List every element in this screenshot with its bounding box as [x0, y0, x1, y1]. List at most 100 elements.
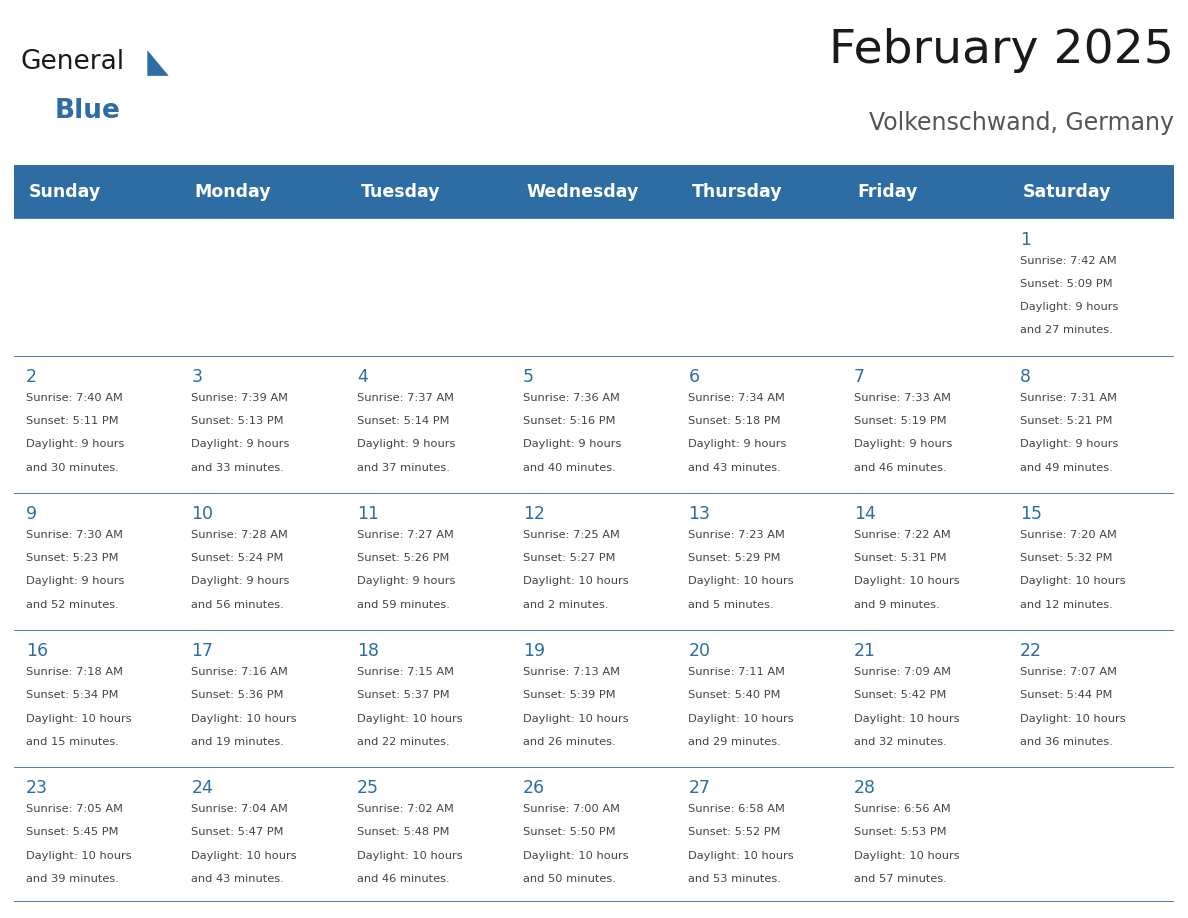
Text: Sunrise: 6:56 AM: Sunrise: 6:56 AM [854, 804, 950, 814]
Text: Sunset: 5:11 PM: Sunset: 5:11 PM [26, 416, 119, 426]
Text: Daylight: 10 hours: Daylight: 10 hours [358, 713, 463, 723]
Text: Daylight: 10 hours: Daylight: 10 hours [688, 851, 794, 861]
Text: Sunset: 5:13 PM: Sunset: 5:13 PM [191, 416, 284, 426]
Text: Daylight: 10 hours: Daylight: 10 hours [358, 851, 463, 861]
Text: 27: 27 [688, 779, 710, 798]
Text: and 19 minutes.: and 19 minutes. [191, 737, 284, 747]
Text: and 56 minutes.: and 56 minutes. [191, 599, 284, 610]
Text: 7: 7 [854, 368, 865, 386]
Text: Thursday: Thursday [691, 183, 783, 201]
Text: 6: 6 [688, 368, 700, 386]
Text: 14: 14 [854, 505, 876, 523]
Text: Sunrise: 7:40 AM: Sunrise: 7:40 AM [26, 393, 122, 403]
Polygon shape [147, 50, 169, 76]
Text: Sunset: 5:47 PM: Sunset: 5:47 PM [191, 827, 284, 837]
Text: Sunset: 5:23 PM: Sunset: 5:23 PM [26, 554, 119, 563]
Text: Sunset: 5:50 PM: Sunset: 5:50 PM [523, 827, 615, 837]
Text: Sunrise: 7:07 AM: Sunrise: 7:07 AM [1019, 667, 1117, 677]
Text: Daylight: 9 hours: Daylight: 9 hours [523, 440, 621, 449]
Text: and 49 minutes.: and 49 minutes. [1019, 463, 1112, 473]
Text: 15: 15 [1019, 505, 1042, 523]
Text: 24: 24 [191, 779, 214, 798]
Text: Sunrise: 6:58 AM: Sunrise: 6:58 AM [688, 804, 785, 814]
Text: Sunset: 5:27 PM: Sunset: 5:27 PM [523, 554, 615, 563]
Text: Friday: Friday [858, 183, 918, 201]
Text: 18: 18 [358, 643, 379, 660]
Text: Sunrise: 7:34 AM: Sunrise: 7:34 AM [688, 393, 785, 403]
Text: and 40 minutes.: and 40 minutes. [523, 463, 615, 473]
Text: Daylight: 10 hours: Daylight: 10 hours [191, 713, 297, 723]
Text: Sunset: 5:24 PM: Sunset: 5:24 PM [191, 554, 284, 563]
Text: Sunrise: 7:04 AM: Sunrise: 7:04 AM [191, 804, 289, 814]
Text: and 12 minutes.: and 12 minutes. [1019, 599, 1112, 610]
Text: February 2025: February 2025 [829, 28, 1174, 73]
Text: and 53 minutes.: and 53 minutes. [688, 874, 782, 884]
Text: Sunset: 5:34 PM: Sunset: 5:34 PM [26, 690, 119, 700]
Text: and 36 minutes.: and 36 minutes. [1019, 737, 1112, 747]
Text: Blue: Blue [55, 97, 120, 124]
Text: 2: 2 [26, 368, 37, 386]
Text: Sunrise: 7:02 AM: Sunrise: 7:02 AM [358, 804, 454, 814]
Text: Volkenschwand, Germany: Volkenschwand, Germany [868, 111, 1174, 135]
Text: Sunset: 5:52 PM: Sunset: 5:52 PM [688, 827, 781, 837]
Text: Sunset: 5:31 PM: Sunset: 5:31 PM [854, 554, 947, 563]
Text: 28: 28 [854, 779, 876, 798]
Text: 19: 19 [523, 643, 545, 660]
Text: Sunrise: 7:20 AM: Sunrise: 7:20 AM [1019, 530, 1117, 540]
Text: Sunset: 5:32 PM: Sunset: 5:32 PM [1019, 554, 1112, 563]
Text: Sunset: 5:42 PM: Sunset: 5:42 PM [854, 690, 947, 700]
Text: Sunset: 5:16 PM: Sunset: 5:16 PM [523, 416, 615, 426]
Text: Daylight: 10 hours: Daylight: 10 hours [688, 577, 794, 587]
Text: Daylight: 10 hours: Daylight: 10 hours [523, 851, 628, 861]
Text: and 52 minutes.: and 52 minutes. [26, 599, 119, 610]
Text: Daylight: 10 hours: Daylight: 10 hours [26, 713, 132, 723]
Text: and 43 minutes.: and 43 minutes. [688, 463, 782, 473]
Text: 23: 23 [26, 779, 48, 798]
Text: Daylight: 9 hours: Daylight: 9 hours [358, 577, 455, 587]
Text: 12: 12 [523, 505, 545, 523]
Text: Daylight: 10 hours: Daylight: 10 hours [854, 851, 960, 861]
Text: Sunset: 5:21 PM: Sunset: 5:21 PM [1019, 416, 1112, 426]
Text: and 29 minutes.: and 29 minutes. [688, 737, 782, 747]
Text: Sunset: 5:29 PM: Sunset: 5:29 PM [688, 554, 781, 563]
Text: and 59 minutes.: and 59 minutes. [358, 599, 450, 610]
Text: Daylight: 9 hours: Daylight: 9 hours [1019, 440, 1118, 449]
Text: 8: 8 [1019, 368, 1031, 386]
Text: Daylight: 10 hours: Daylight: 10 hours [688, 713, 794, 723]
Text: Saturday: Saturday [1023, 183, 1112, 201]
Text: Sunset: 5:45 PM: Sunset: 5:45 PM [26, 827, 119, 837]
Text: and 46 minutes.: and 46 minutes. [854, 463, 947, 473]
Text: Sunset: 5:18 PM: Sunset: 5:18 PM [688, 416, 781, 426]
Text: Sunset: 5:14 PM: Sunset: 5:14 PM [358, 416, 449, 426]
Text: and 39 minutes.: and 39 minutes. [26, 874, 119, 884]
Text: and 33 minutes.: and 33 minutes. [191, 463, 284, 473]
Text: Sunset: 5:09 PM: Sunset: 5:09 PM [1019, 279, 1112, 289]
Text: Wednesday: Wednesday [526, 183, 638, 201]
Text: Sunrise: 7:27 AM: Sunrise: 7:27 AM [358, 530, 454, 540]
Text: 11: 11 [358, 505, 379, 523]
Text: Daylight: 10 hours: Daylight: 10 hours [1019, 713, 1125, 723]
Text: Monday: Monday [195, 183, 271, 201]
Text: Sunrise: 7:13 AM: Sunrise: 7:13 AM [523, 667, 620, 677]
Text: 26: 26 [523, 779, 545, 798]
Text: Daylight: 9 hours: Daylight: 9 hours [26, 577, 125, 587]
Text: 9: 9 [26, 505, 37, 523]
Text: Sunrise: 7:15 AM: Sunrise: 7:15 AM [358, 667, 454, 677]
Text: Sunrise: 7:22 AM: Sunrise: 7:22 AM [854, 530, 950, 540]
Text: 20: 20 [688, 643, 710, 660]
Text: and 46 minutes.: and 46 minutes. [358, 874, 450, 884]
Text: Sunrise: 7:37 AM: Sunrise: 7:37 AM [358, 393, 454, 403]
Text: 10: 10 [191, 505, 214, 523]
Text: Tuesday: Tuesday [360, 183, 440, 201]
Text: Daylight: 10 hours: Daylight: 10 hours [1019, 577, 1125, 587]
Text: Daylight: 10 hours: Daylight: 10 hours [523, 713, 628, 723]
Text: 3: 3 [191, 368, 202, 386]
Text: Sunrise: 7:25 AM: Sunrise: 7:25 AM [523, 530, 620, 540]
Text: Sunset: 5:19 PM: Sunset: 5:19 PM [854, 416, 947, 426]
Text: and 57 minutes.: and 57 minutes. [854, 874, 947, 884]
Text: 16: 16 [26, 643, 48, 660]
Text: Sunrise: 7:16 AM: Sunrise: 7:16 AM [191, 667, 289, 677]
Text: Sunset: 5:40 PM: Sunset: 5:40 PM [688, 690, 781, 700]
Text: and 15 minutes.: and 15 minutes. [26, 737, 119, 747]
Text: 17: 17 [191, 643, 214, 660]
